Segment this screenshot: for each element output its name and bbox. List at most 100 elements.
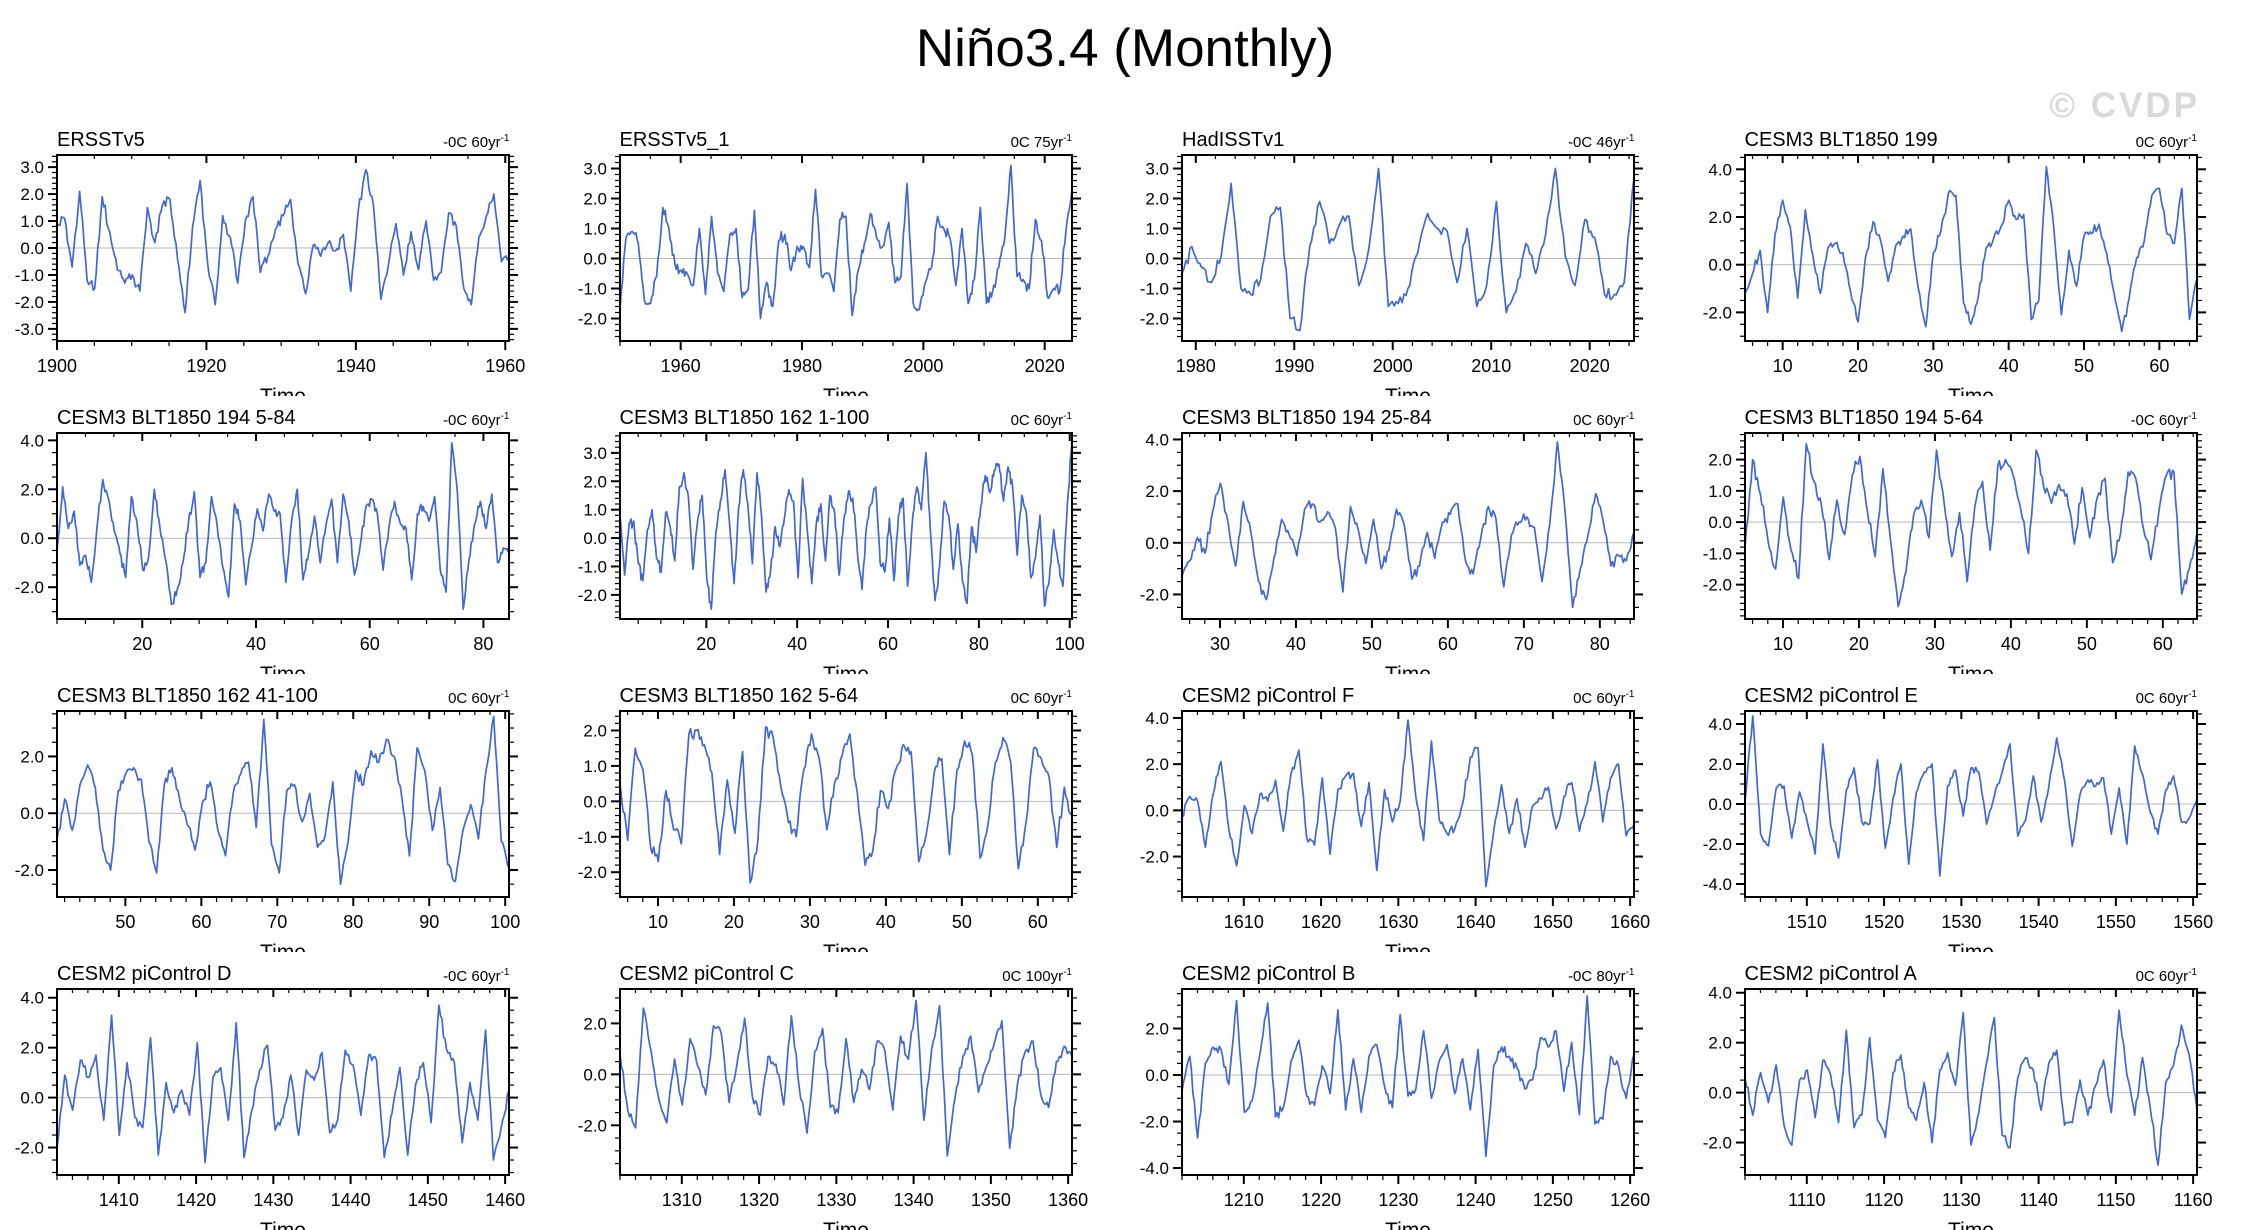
panel-trend-label: 0C 60yr-1: [1573, 411, 1634, 429]
panel-plot: 10 20 30 40 50 60 -2.0 0.0 2.0 4.0 Time: [1702, 154, 2206, 396]
x-tick-label: 1340: [893, 1190, 933, 1210]
trend-exponent: -1: [500, 967, 510, 978]
panel-title: CESM3 BLT1850 199: [1744, 129, 1938, 151]
y-tick-label: 0.0: [20, 529, 44, 548]
nino34-series-line: [1744, 166, 2197, 333]
x-tick-label: 1960: [485, 356, 525, 376]
y-tick-label: 0.0: [583, 1065, 607, 1084]
trend-value: 0C 60yr: [448, 690, 501, 707]
x-axis-title: Time: [823, 385, 869, 396]
y-tick-label: 0.0: [583, 792, 607, 811]
y-tick-label: 3.0: [1145, 160, 1169, 179]
nino34-series-line: [57, 168, 509, 314]
panel-plot: 50 60 70 80 90 100 -2.0 0.0 2.0 Time: [15, 710, 520, 952]
x-tick-label: 70: [267, 912, 287, 932]
y-tick-label: 2.0: [20, 185, 44, 204]
y-tick-label: 2.0: [1145, 1020, 1169, 1039]
nino34-series-line: [1744, 1009, 2197, 1166]
trend-exponent: -1: [500, 411, 510, 422]
plot-frame: [56, 154, 510, 342]
x-tick-label: 20: [696, 634, 716, 654]
y-tick-label: 2.0: [1145, 190, 1169, 209]
trend-exponent: -1: [1063, 411, 1072, 422]
panel-title: ERSSTv5_1: [619, 129, 730, 151]
x-axis-title: Time: [260, 1219, 306, 1230]
x-tick-label: 1610: [1224, 912, 1264, 932]
panel-plot: 10 20 30 40 50 60 -2.0 -1.0 0.0 1.0 2.0 Time: [1702, 432, 2206, 674]
panel-title: CESM3 BLT1850 162 5-64: [619, 685, 859, 707]
x-tick-label: 1140: [2019, 1190, 2058, 1210]
y-tick-label: -3.0: [15, 320, 44, 339]
y-tick-label: 0.0: [1145, 801, 1169, 820]
x-tick-label: 1150: [2096, 1190, 2135, 1210]
timeseries-panel: CESM3 BLT1850 194 5-64 -0C 60yr-1 10 20 30…: [1688, 396, 2250, 674]
panel-trend-label: -0C 60yr-1: [443, 967, 509, 985]
y-tick-label: 4.0: [1708, 715, 1732, 734]
y-tick-label: 3.0: [583, 160, 607, 179]
axis-ticks: [610, 433, 1081, 628]
y-tick-label: -2.0: [577, 1116, 606, 1135]
x-tick-label: 50: [951, 912, 971, 932]
y-tick-label: 2.0: [1145, 482, 1169, 501]
x-tick-label: 1160: [2173, 1190, 2212, 1210]
panel-trend-label: -0C 60yr-1: [2131, 411, 2197, 429]
panel-title: HadISSTv1: [1182, 129, 1285, 151]
x-tick-label: 1460: [485, 1190, 525, 1210]
panel-plot: 1210 1220 1230 1240 1250 1260 -4.0 -2.0 0.0 2.0 Ti…: [1140, 988, 1650, 1230]
trend-value: -0C 60yr: [2130, 412, 2189, 429]
panel-trend-label: 0C 60yr-1: [1011, 411, 1072, 429]
y-tick-label: -2.0: [1702, 1134, 1731, 1153]
y-tick-label: 0.0: [583, 529, 607, 548]
timeseries-panel: CESM2 piControl A 0C 60yr-1 1110 1120 1130…: [1688, 952, 2250, 1230]
x-tick-label: 80: [473, 634, 493, 654]
plot-frame: [1181, 710, 1635, 898]
x-tick-label: 1530: [1941, 912, 1981, 932]
panel-trend-label: 0C 60yr-1: [2136, 689, 2197, 707]
panel-trend-label: 0C 60yr-1: [2136, 133, 2197, 151]
axis-labels: 20 40 60 80 -2.0 0.0 2.0 4.0: [15, 431, 494, 654]
x-tick-label: 1260: [1610, 1190, 1650, 1210]
y-tick-label: 4.0: [20, 989, 44, 1008]
panel-trend-label: -0C 80yr-1: [1568, 967, 1634, 985]
trend-exponent: -1: [1625, 689, 1635, 700]
panel-trend-label: 0C 75yr-1: [1011, 133, 1072, 151]
x-tick-label: 60: [1438, 634, 1458, 654]
x-tick-label: 100: [490, 912, 520, 932]
panel-trend-label: -0C 46yr-1: [1568, 133, 1634, 151]
x-tick-label: 80: [343, 912, 363, 932]
x-tick-label: 1540: [2018, 912, 2058, 932]
y-tick-label: -1.0: [1702, 544, 1731, 563]
plot-frame: [618, 988, 1073, 1176]
trend-value: -0C 60yr: [443, 412, 501, 429]
x-tick-label: 20: [1847, 356, 1867, 376]
y-tick-label: -4.0: [1702, 875, 1731, 894]
x-tick-label: 20: [1848, 634, 1868, 654]
x-tick-label: 1560: [2173, 912, 2213, 932]
plot-frame: [1181, 988, 1635, 1176]
nino34-series-line: [1182, 719, 1634, 888]
x-tick-label: 1980: [781, 356, 821, 376]
y-tick-label: 2.0: [20, 480, 44, 499]
axis-labels: 10 20 30 40 50 60 -2.0 -1.0 0.0 1.0 2.0: [577, 721, 1047, 932]
x-tick-label: 40: [787, 634, 807, 654]
y-tick-label: -2.0: [1140, 310, 1169, 329]
y-tick-label: 2.0: [20, 747, 44, 766]
timeseries-panel: CESM3 BLT1850 194 25-84 0C 60yr-1 30 40 50…: [1125, 396, 1688, 674]
timeseries-panel: CESM3 BLT1850 162 41-100 0C 60yr-1 50 60 7…: [0, 674, 563, 952]
panel-plot: 1610 1620 1630 1640 1650 1660 -2.0 0.0 2.0 4.0 Tim…: [1140, 709, 1650, 952]
y-tick-label: 4.0: [1145, 430, 1169, 449]
x-tick-label: 1240: [1456, 1190, 1496, 1210]
y-tick-label: -2.0: [15, 861, 44, 880]
x-tick-label: 60: [191, 912, 211, 932]
trend-value: 0C 60yr: [1010, 412, 1064, 429]
plot-frame: [1743, 988, 2198, 1176]
x-tick-label: 1980: [1176, 356, 1216, 376]
x-tick-label: 2020: [1024, 356, 1064, 376]
x-tick-label: 60: [2152, 634, 2172, 654]
panel-plot: 10 20 30 40 50 60 -2.0 -1.0 0.0 1.0 2.0 Time: [577, 710, 1081, 952]
y-tick-label: 0.0: [583, 250, 607, 269]
x-tick-label: 10: [647, 912, 667, 932]
axis-ticks: [48, 433, 518, 628]
trend-exponent: -1: [500, 133, 510, 144]
